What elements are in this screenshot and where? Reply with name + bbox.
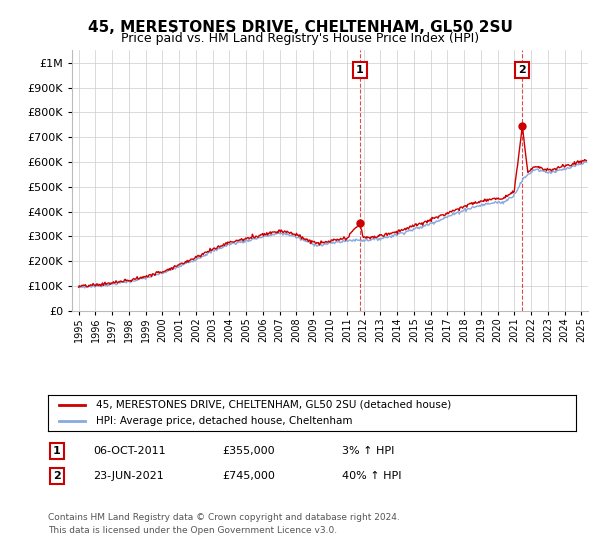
Text: 06-OCT-2011: 06-OCT-2011 [93,446,166,456]
Text: 40% ↑ HPI: 40% ↑ HPI [342,471,401,481]
Text: 45, MERESTONES DRIVE, CHELTENHAM, GL50 2SU (detached house): 45, MERESTONES DRIVE, CHELTENHAM, GL50 2… [95,400,451,410]
Text: £745,000: £745,000 [222,471,275,481]
Text: 23-JUN-2021: 23-JUN-2021 [93,471,164,481]
Text: 45, MERESTONES DRIVE, CHELTENHAM, GL50 2SU: 45, MERESTONES DRIVE, CHELTENHAM, GL50 2… [88,20,512,35]
Text: 2: 2 [53,471,61,481]
Text: 3% ↑ HPI: 3% ↑ HPI [342,446,394,456]
Text: This data is licensed under the Open Government Licence v3.0.: This data is licensed under the Open Gov… [48,526,337,535]
Text: £355,000: £355,000 [222,446,275,456]
Text: 1: 1 [356,65,364,75]
Text: 1: 1 [53,446,61,456]
Text: 2: 2 [518,65,526,75]
Text: Contains HM Land Registry data © Crown copyright and database right 2024.: Contains HM Land Registry data © Crown c… [48,513,400,522]
Text: HPI: Average price, detached house, Cheltenham: HPI: Average price, detached house, Chel… [95,416,352,426]
Text: Price paid vs. HM Land Registry's House Price Index (HPI): Price paid vs. HM Land Registry's House … [121,32,479,45]
